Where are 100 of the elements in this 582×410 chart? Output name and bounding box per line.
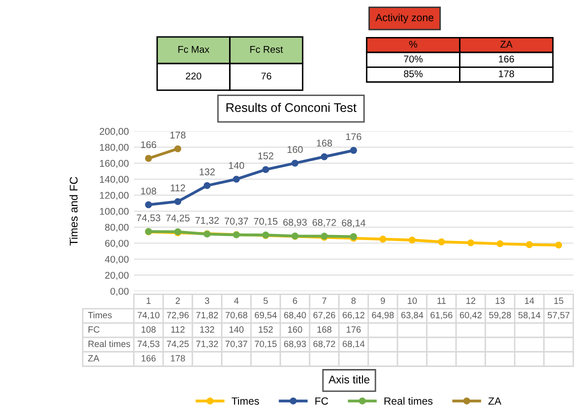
data-label: 70,68 xyxy=(226,312,248,320)
data-label: 67,26 xyxy=(313,312,336,320)
data-label: 57,57 xyxy=(548,312,570,320)
text: 71,32 xyxy=(195,216,219,225)
legend-label: Times xyxy=(232,397,259,405)
text: FC xyxy=(88,326,100,333)
point xyxy=(467,239,474,246)
y-tick-label: 180,00 xyxy=(100,144,129,152)
text: 70,37 xyxy=(224,218,248,226)
x-tick-label: 11 xyxy=(437,298,446,304)
data-label: 63,84 xyxy=(401,312,424,320)
x-tick-label: 3 xyxy=(204,298,210,304)
point xyxy=(526,241,533,248)
data-label: 176 xyxy=(346,326,361,333)
text: 176 xyxy=(346,133,362,140)
point xyxy=(408,236,416,244)
x-tick-label: 9 xyxy=(380,298,385,304)
data-label: 68,93 xyxy=(284,340,306,348)
data-label: 178 xyxy=(170,355,185,362)
data-label: 69,54 xyxy=(254,312,277,320)
data-label: 58,14 xyxy=(518,312,540,320)
text: 140 xyxy=(229,162,244,169)
point xyxy=(232,176,240,183)
text: 160 xyxy=(288,146,303,153)
data-label: 71,32 xyxy=(196,340,218,348)
data-label: 168 xyxy=(317,326,332,333)
data-label: 112 xyxy=(171,326,185,333)
point xyxy=(292,160,298,167)
text: 68,93 xyxy=(283,218,307,227)
point xyxy=(555,242,562,249)
data-label: 64,98 xyxy=(372,312,394,320)
data-label: 108 xyxy=(142,326,156,333)
text: 70% xyxy=(404,56,423,62)
point xyxy=(204,182,211,190)
chart-title: Results of Conconi Test xyxy=(226,102,356,112)
x-tick-label: 1 xyxy=(146,298,151,304)
annotation: 166 xyxy=(141,141,156,148)
text: 74,53 xyxy=(136,214,160,222)
text: Axis title xyxy=(328,375,370,384)
text: 168 xyxy=(316,140,332,147)
text: Fc Max xyxy=(178,46,210,53)
point xyxy=(262,166,270,174)
data-label: 68,14 xyxy=(342,340,365,348)
y-tick-label: 20,00 xyxy=(105,272,129,280)
point xyxy=(496,240,504,248)
point xyxy=(438,238,445,246)
text: 132 xyxy=(200,168,215,176)
point xyxy=(350,146,358,154)
text: Activity zone xyxy=(375,14,434,24)
data-label: 68,72 xyxy=(313,340,336,348)
data-label: 71,82 xyxy=(196,312,218,320)
text: ZA xyxy=(500,40,513,48)
data-label: 68,40 xyxy=(284,312,306,320)
text: Fc Rest xyxy=(250,46,283,53)
data-label: 70,15 xyxy=(254,340,277,348)
data-label: 74,25 xyxy=(166,340,189,348)
text: Times xyxy=(88,312,112,318)
text: 112 xyxy=(170,184,186,192)
data-label: 166 xyxy=(142,355,156,362)
x-tick-label: 15 xyxy=(554,298,564,304)
data-label: 74,53 xyxy=(138,340,160,348)
text: 108 xyxy=(141,188,156,194)
y-tick-label: 80,00 xyxy=(105,224,129,232)
y-tick-label: 0,00 xyxy=(110,288,129,296)
data-label: 132 xyxy=(200,326,214,333)
text: 68,14 xyxy=(342,219,366,228)
data-label: 70,37 xyxy=(226,340,248,348)
text: 220 xyxy=(186,72,202,80)
text: 68,72 xyxy=(312,219,336,228)
text: 166 xyxy=(498,56,514,62)
point xyxy=(174,198,182,206)
y-tick-label: 200,00 xyxy=(100,128,129,136)
text: ZA xyxy=(88,355,100,362)
text: 152 xyxy=(258,152,274,160)
point xyxy=(320,153,328,160)
data-label: 72,96 xyxy=(166,312,189,320)
x-tick-label: 5 xyxy=(264,298,268,304)
y-tick-label: 120,00 xyxy=(100,192,129,200)
x-tick-label: 4 xyxy=(234,298,239,304)
point xyxy=(379,236,386,243)
text: 178 xyxy=(498,70,514,78)
data-label: 160 xyxy=(288,326,302,333)
y-tick-label: 160,00 xyxy=(100,160,129,168)
x-tick-label: 12 xyxy=(466,298,476,304)
point xyxy=(174,145,182,152)
data-label: 59,28 xyxy=(489,312,511,320)
data-label: 61,56 xyxy=(430,312,452,320)
text: 85% xyxy=(404,70,423,78)
x-tick-label: 7 xyxy=(322,298,326,304)
text: 76 xyxy=(261,72,272,80)
data-label: 152 xyxy=(258,326,273,333)
data-label: 140 xyxy=(230,326,244,333)
y-tick-label: 40,00 xyxy=(104,256,129,264)
y-tick-label: 140,00 xyxy=(100,176,129,184)
annotation: 178 xyxy=(170,132,186,139)
data-label: 60,42 xyxy=(460,312,482,320)
point xyxy=(145,201,152,208)
y-tick-label: 60,00 xyxy=(105,240,129,248)
text: Real times xyxy=(88,340,130,348)
text: % xyxy=(409,40,418,48)
